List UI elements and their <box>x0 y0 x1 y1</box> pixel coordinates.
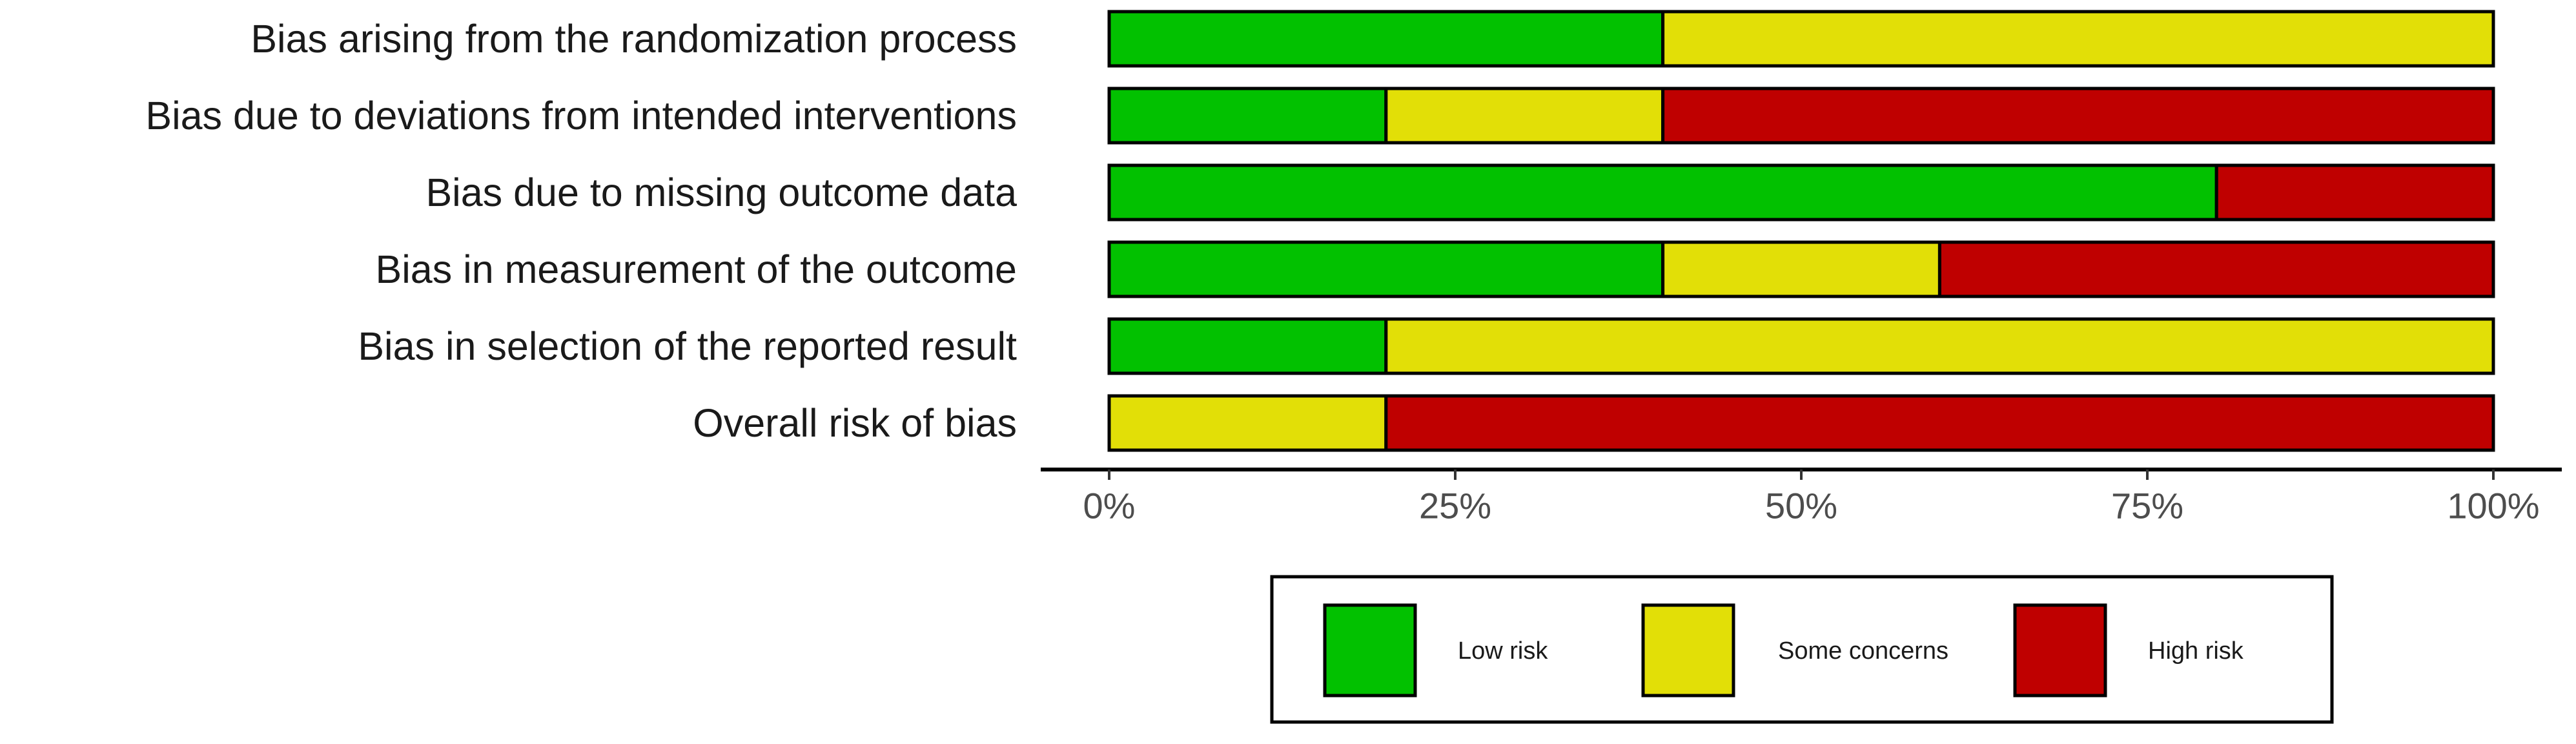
bar-segment-high-risk <box>2214 163 2495 222</box>
bar-segment-low-risk <box>1107 240 1665 298</box>
bar-segment-some-concerns <box>1384 317 2495 375</box>
legend-swatch-low-risk <box>1323 603 1417 698</box>
x-tick-label: 0% <box>1083 486 1136 526</box>
legend-label: High risk <box>2148 637 2244 665</box>
bar-segment-some-concerns <box>1661 10 2495 68</box>
x-tick-label: 50% <box>1765 486 1837 526</box>
bar-segment-low-risk <box>1107 10 1665 68</box>
category-label: Bias in measurement of the outcome <box>376 247 1017 291</box>
x-tick-label: 75% <box>2111 486 2183 526</box>
legend-label: Low risk <box>1458 637 1548 665</box>
bar-segment-some-concerns <box>1384 87 1665 145</box>
x-tick-label: 25% <box>1419 486 1491 526</box>
category-label: Bias in selection of the reported result <box>358 324 1017 368</box>
x-axis-ticks: 0% 25% 50% 75% 100% <box>1083 470 2540 526</box>
category-label: Overall risk of bias <box>693 401 1017 445</box>
legend-box <box>1270 575 2334 724</box>
bar-segment-high-risk <box>1384 394 2495 452</box>
bar-segment-some-concerns <box>1661 240 1941 298</box>
bar-segment-high-risk <box>1661 87 2495 145</box>
legend-swatch-high-risk <box>2013 603 2107 698</box>
legend-label: Some concerns <box>1778 637 1948 665</box>
category-label: Bias arising from the randomization proc… <box>250 17 1017 61</box>
stacked-bars <box>1107 10 2495 452</box>
bar-segment-low-risk <box>1107 87 1388 145</box>
bar-segment-low-risk <box>1107 163 2218 222</box>
category-labels: Bias arising from the randomization proc… <box>145 17 1017 445</box>
legend-swatch-some-concerns <box>1641 603 1735 698</box>
category-label: Bias due to deviations from intended int… <box>145 94 1017 138</box>
x-tick-label: 100% <box>2447 486 2539 526</box>
category-label: Bias due to missing outcome data <box>425 170 1017 214</box>
legend: Low risk Some concerns High risk <box>1270 575 2334 724</box>
bar-segment-high-risk <box>1937 240 2495 298</box>
bar-segment-some-concerns <box>1107 394 1388 452</box>
bar-segment-low-risk <box>1107 317 1388 375</box>
